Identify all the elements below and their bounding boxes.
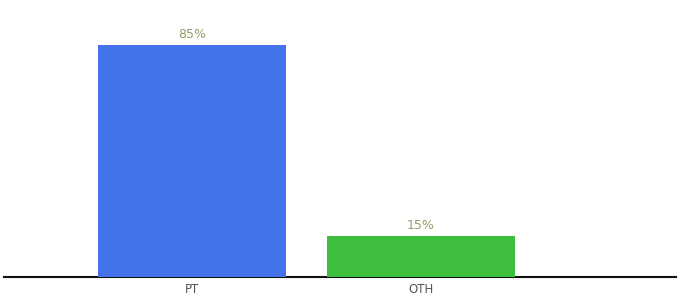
Text: 15%: 15%: [407, 219, 435, 232]
Bar: [98, 45, 286, 277]
Text: 85%: 85%: [178, 28, 206, 41]
Bar: [326, 236, 515, 277]
